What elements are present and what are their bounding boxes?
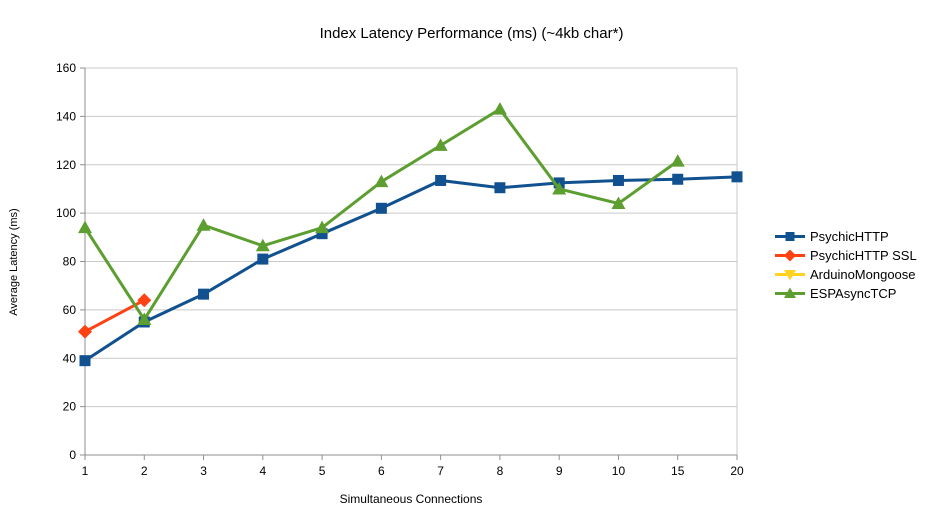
data-point-triangle-up: [255, 238, 270, 252]
data-point-square: [198, 288, 210, 300]
data-point-square: [79, 355, 91, 367]
data-point-triangle-up: [137, 312, 152, 326]
x-tick-label: 3: [200, 464, 207, 478]
data-point-square: [494, 182, 506, 194]
data-point-triangle-up: [374, 174, 389, 188]
data-point-triangle-up: [552, 181, 567, 195]
data-point-square: [257, 253, 269, 265]
y-tick-label: 100: [56, 206, 76, 220]
legend-marker: [784, 287, 796, 298]
data-point-triangle-up: [433, 138, 448, 151]
x-tick-label: 2: [141, 464, 148, 478]
y-tick-label: 20: [63, 400, 77, 414]
data-point-square: [435, 174, 447, 186]
data-point-triangle-up: [315, 220, 330, 234]
series-line-square: [84, 175, 738, 362]
data-point-triangle-up: [670, 154, 685, 167]
x-axis-title: Simultaneous Connections: [339, 492, 483, 506]
series-diamond-marker-icon: [775, 249, 805, 262]
legend-marker: [784, 270, 796, 281]
data-point-triangle-up: [492, 102, 507, 115]
legend-item-psychichttp-ssl: PsychicHTTP SSL: [775, 246, 917, 265]
data-point-square: [731, 171, 743, 183]
x-tick-label: 5: [319, 464, 326, 478]
legend-label: PsychicHTTP: [810, 229, 889, 244]
legend-label: ESPAsyncTCP: [810, 286, 897, 301]
legend-label: PsychicHTTP SSL: [810, 248, 917, 263]
x-tick-label: 8: [497, 464, 504, 478]
data-point-square: [612, 174, 624, 186]
data-point-triangle-up: [611, 196, 626, 209]
y-tick-label: 60: [63, 303, 77, 317]
legend-marker: [785, 232, 795, 241]
legend: PsychicHTTP PsychicHTTP SSL ArduinoMongo…: [775, 227, 917, 303]
y-tick-label: 120: [56, 158, 76, 172]
legend-label: ArduinoMongoose: [810, 267, 916, 282]
legend-item-arduinomongoose: ArduinoMongoose: [775, 265, 917, 284]
x-tick-label: 4: [259, 464, 266, 478]
y-tick-label: 140: [56, 109, 76, 123]
series-square-marker-icon: [775, 232, 805, 241]
series-triangle-down-marker-icon: [775, 270, 805, 281]
y-tick-label: 160: [56, 61, 76, 75]
legend-item-espasynctcp: ESPAsyncTCP: [775, 284, 917, 303]
x-tick-label: 15: [671, 464, 685, 478]
y-axis-title: Average Latency (ms): [8, 208, 20, 316]
data-point-triangle-up: [78, 220, 92, 234]
series-line-triangle-up: [83, 107, 679, 323]
data-point-diamond: [78, 324, 92, 339]
x-tick-label: 6: [378, 464, 385, 478]
x-tick-label: 9: [556, 464, 563, 478]
x-tick-label: 1: [82, 464, 89, 478]
x-tick-label: 10: [612, 464, 626, 478]
series-triangle-up-marker-icon: [775, 287, 805, 298]
data-point-square: [672, 173, 684, 185]
x-tick-label: 7: [437, 464, 444, 478]
y-tick-label: 40: [63, 351, 77, 365]
chart-title: Index Latency Performance (ms) (~4kb cha…: [319, 25, 624, 42]
y-tick-label: 0: [69, 448, 76, 462]
data-point-diamond: [137, 293, 152, 308]
legend-marker: [784, 249, 796, 262]
y-tick-label: 80: [63, 255, 77, 269]
legend-item-psychichttp: PsychicHTTP: [775, 227, 917, 246]
data-point-square: [375, 202, 387, 214]
x-tick-label: 20: [730, 464, 744, 478]
data-point-triangle-up: [196, 218, 211, 231]
